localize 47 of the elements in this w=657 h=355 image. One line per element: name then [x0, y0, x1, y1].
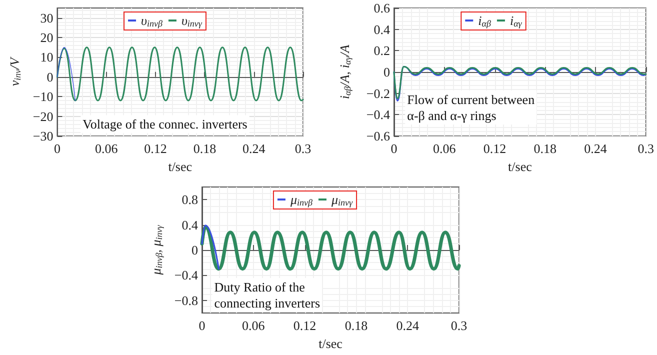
annotation: connecting inverters: [214, 296, 320, 310]
x-tick-label: 0.18: [344, 318, 368, 333]
y-tick-label: 0.6: [374, 0, 390, 16]
annotation: α-β and α-γ rings: [407, 108, 496, 124]
x-tick-label: 0.12: [144, 141, 167, 156]
y-tick-label: 0: [192, 242, 198, 258]
y-axis-title: μinvβ, μinvγ: [148, 224, 164, 276]
y-tick-label: 0.8: [182, 192, 198, 208]
y-tick-label: −30: [32, 128, 54, 144]
line-series: [56, 46, 304, 102]
y-tick-label: −0.2: [366, 86, 390, 101]
y-tick-label: 0: [384, 64, 390, 80]
x-axis-title: t/sec: [168, 159, 192, 174]
y-tick-label: −10: [32, 89, 54, 104]
y-tick-label: −0.6: [366, 128, 390, 144]
y-tick-label: −20: [32, 108, 54, 124]
x-tick-label: 0.24: [242, 141, 266, 156]
x-axis-title: t/sec: [508, 159, 532, 174]
y-tick-label: −0.4: [174, 268, 198, 283]
y-tick-label: −0.4: [366, 107, 390, 122]
y-tick-label: 0: [46, 69, 54, 84]
x-tick-label: 0.12: [483, 141, 506, 156]
y-tick-label: 10: [40, 50, 54, 65]
x-tick-label: 0.3: [450, 318, 468, 333]
x-tick-label: 0.06: [242, 318, 266, 333]
y-tick-label: −0.8: [174, 292, 198, 308]
annotation: Duty Ratio of the: [214, 280, 306, 294]
x-tick-label: 0.3: [638, 141, 654, 156]
annotation: Flow of current between: [407, 92, 536, 108]
annotation: Voltage of the connec. inverters: [82, 116, 248, 132]
y-tick-label: 20: [40, 30, 54, 46]
x-tick-label: 0.12: [293, 318, 316, 333]
y-tick-label: 30: [40, 10, 54, 26]
x-axis-title: t/sec: [318, 336, 343, 351]
x-tick-label: 0.18: [193, 141, 216, 156]
x-tick-label: 0.06: [433, 141, 456, 156]
x-tick-label: 0.3: [294, 141, 312, 156]
x-tick-label: 0.06: [95, 141, 118, 156]
y-axis-title: iαβ/A, iαγ/A: [337, 44, 352, 100]
y-axis-title: vinv/V: [7, 56, 22, 86]
x-tick-label: 0.24: [584, 141, 608, 156]
y-tick-label: 0.2: [374, 43, 390, 58]
x-tick-label: 0.18: [534, 141, 556, 156]
line-series: [200, 224, 461, 271]
y-tick-label: 0.4: [374, 22, 390, 37]
x-tick-label: 0.24: [396, 318, 420, 333]
y-tick-label: 0.4: [182, 217, 198, 232]
